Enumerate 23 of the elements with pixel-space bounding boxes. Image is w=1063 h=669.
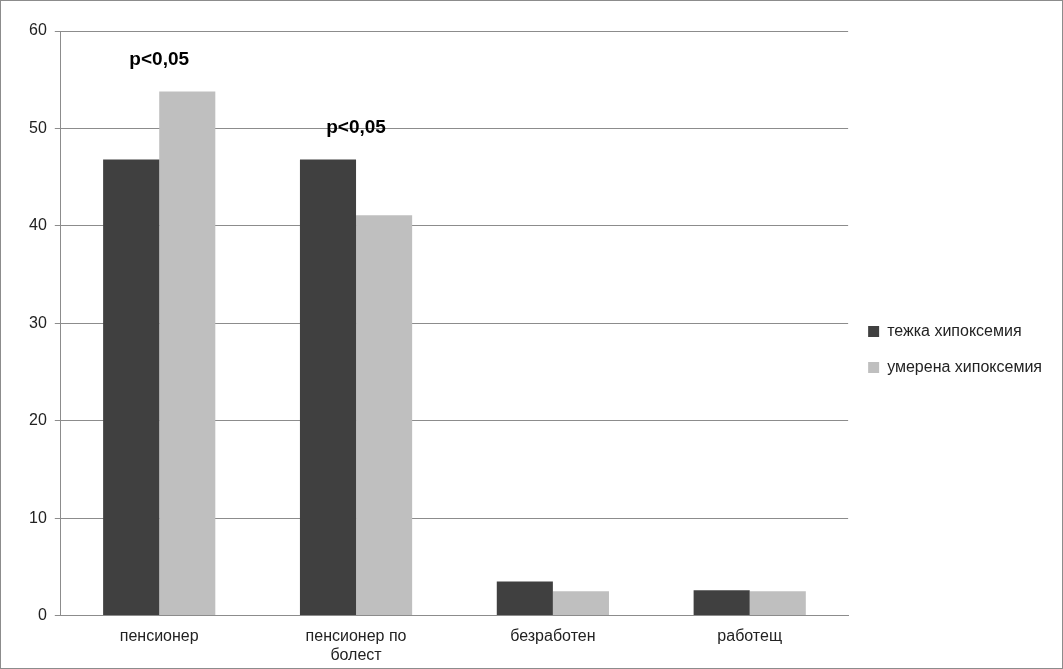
- bar: [103, 159, 160, 616]
- x-tick-label: пенсионер по болест: [305, 626, 407, 663]
- bar: [299, 159, 357, 616]
- y-tick-label: 0: [37, 606, 47, 624]
- bar: [159, 91, 216, 616]
- bar: [356, 215, 413, 616]
- x-tick-label: работещ: [717, 626, 783, 644]
- bar: [552, 591, 609, 616]
- y-tick-label: 30: [29, 313, 47, 331]
- legend-label: умерена хипоксемия: [887, 357, 1042, 375]
- y-tick-label: 20: [29, 411, 47, 429]
- y-tick-label: 60: [29, 21, 47, 39]
- bar: [693, 590, 750, 616]
- bar: [496, 581, 553, 616]
- annotation: p<0,05: [326, 115, 387, 137]
- y-tick-label: 50: [29, 118, 47, 136]
- legend-label: тежка хипоксемия: [887, 321, 1022, 339]
- bar: [749, 591, 806, 616]
- y-tick-label: 10: [29, 508, 47, 526]
- y-tick-label: 40: [29, 216, 47, 234]
- annotation: p<0,05: [129, 47, 190, 69]
- x-tick-label: пенсионер: [119, 626, 199, 644]
- x-tick-label: безработен: [510, 626, 596, 644]
